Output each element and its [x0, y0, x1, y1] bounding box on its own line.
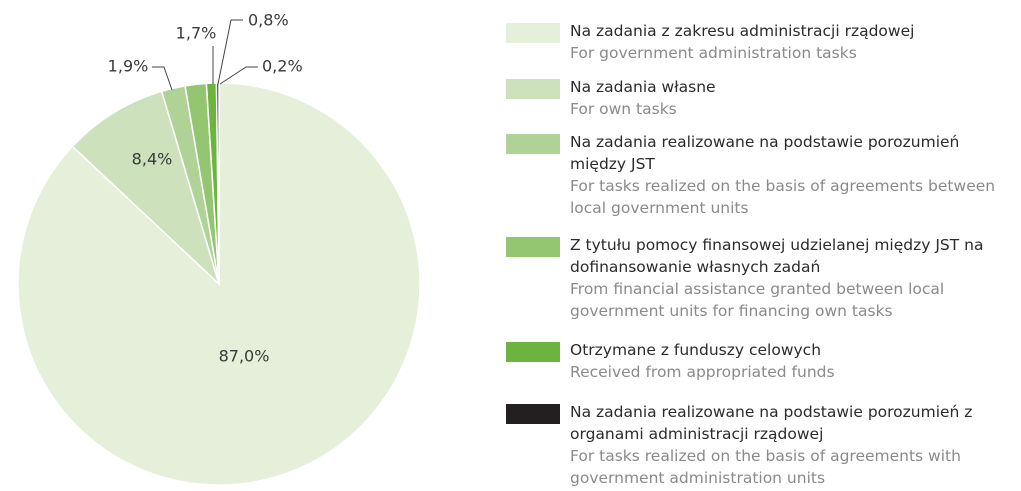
leader-line	[152, 66, 173, 91]
slice-label: 8,4%	[132, 150, 173, 169]
legend-text: Na zadania realizowane na podstawie poro…	[570, 131, 1010, 219]
legend-label: Otrzymane z funduszy celowych	[570, 341, 822, 359]
legend-text: Na zadania własne For own tasks	[570, 76, 1010, 120]
legend-label-en: Received from appropriated funds	[570, 363, 835, 381]
legend-label: Na zadania realizowane na podstawie poro…	[570, 133, 960, 173]
slice-label: 1,9%	[108, 57, 149, 76]
legend-label-en: For tasks realized on the basis of agree…	[570, 447, 961, 487]
legend-swatch	[506, 134, 560, 154]
slice-label: 1,7%	[176, 24, 217, 43]
leader-line	[219, 66, 258, 85]
legend-text: Na zadania z zakresu administracji rządo…	[570, 20, 1010, 64]
legend-label: Na zadania realizowane na podstawie poro…	[570, 403, 973, 443]
slice-label: 87,0%	[219, 347, 270, 366]
legend-text: Z tytułu pomocy finansowej udzielanej mi…	[570, 234, 1010, 322]
legend-swatch	[506, 237, 560, 257]
legend-label: Na zadania własne	[570, 78, 716, 96]
legend-text: Na zadania realizowane na podstawie poro…	[570, 401, 1010, 489]
legend-swatch	[506, 342, 560, 362]
pie-slice	[71, 90, 221, 287]
legend-swatch	[506, 23, 560, 43]
legend-label-en: For government administration tasks	[570, 44, 857, 62]
legend-label-en: From financial assistance granted betwee…	[570, 280, 945, 320]
legend-label-en: For tasks realized on the basis of agree…	[570, 177, 996, 217]
legend-text: Otrzymane z funduszy celowych Received fr…	[570, 339, 1010, 383]
legend-label-en: For own tasks	[570, 100, 677, 118]
legend-label: Na zadania z zakresu administracji rządo…	[570, 22, 915, 40]
slice-label: 0,2%	[262, 57, 303, 76]
legend-swatch	[506, 79, 560, 99]
pie-slice	[17, 82, 421, 486]
legend-label: Z tytułu pomocy finansowej udzielanej mi…	[570, 236, 984, 276]
slice-label: 0,8%	[248, 11, 289, 30]
leader-line	[217, 19, 243, 85]
legend-swatch	[506, 404, 560, 424]
